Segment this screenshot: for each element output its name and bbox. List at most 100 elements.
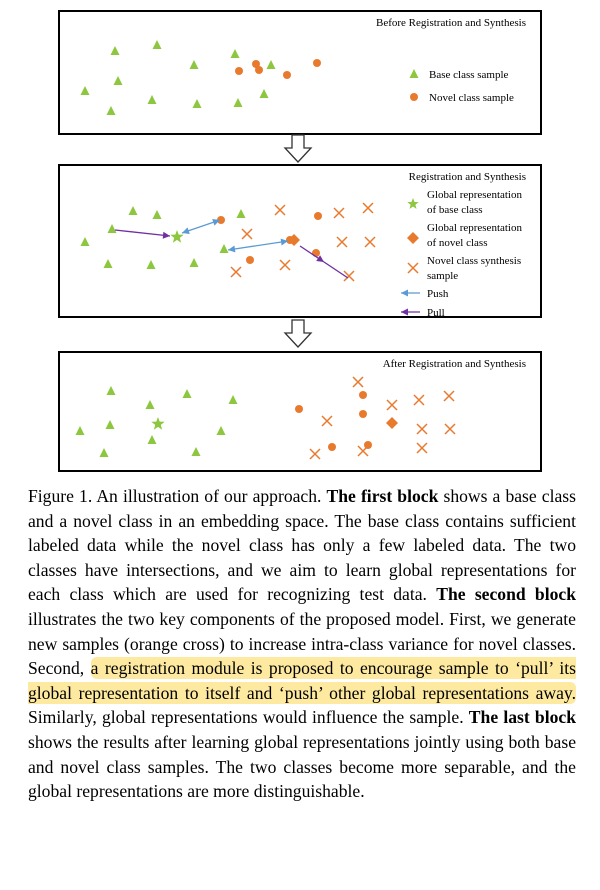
cross-icon (357, 445, 369, 457)
legend-novel-sample: Novel class sample (429, 92, 514, 104)
triangle-icon (106, 106, 116, 115)
pull-arrow-icon-head (316, 255, 324, 262)
triangle-icon (259, 89, 269, 98)
block3-title: After Registration and Synthesis (382, 358, 526, 370)
diamond-icon (407, 232, 419, 244)
dot-icon (314, 212, 322, 220)
block-after-registration: After Registration and Synthesis (58, 351, 542, 472)
triangle-icon (107, 224, 117, 233)
triangle-icon (219, 244, 229, 253)
triangle-icon (80, 237, 90, 246)
legend-base-sample: Base class sample (429, 69, 509, 81)
dot-icon (295, 405, 303, 413)
triangle-icon (105, 420, 115, 429)
dot-icon (255, 66, 263, 74)
cross-icon (364, 236, 376, 248)
triangle-icon (266, 60, 276, 69)
caption-text-5: shows the results after learning global … (28, 731, 576, 802)
dot-icon (283, 71, 291, 79)
cross-icon (416, 423, 428, 435)
caption-bold-first-block: The first block (326, 486, 439, 506)
triangle-icon (103, 259, 113, 268)
figure-caption: Figure 1. An illustration of our approac… (28, 484, 576, 804)
block1-title: Before Registration and Synthesis (375, 17, 526, 29)
triangle-icon (152, 40, 162, 49)
legend-synthesis-line1: Novel class synthesis (427, 255, 522, 267)
legend-synthesis-line2: sample (427, 270, 459, 282)
cross-icon (333, 207, 345, 219)
caption-text-2: shows a base class and a novel class in … (28, 486, 577, 605)
triangle-icon (113, 76, 123, 85)
push-arrow-icon (227, 240, 289, 251)
dot-icon (286, 236, 294, 244)
dot-icon (252, 60, 260, 68)
caption-label: Figure 1. (28, 486, 93, 506)
dot-icon (328, 443, 336, 451)
dot-icon (217, 216, 225, 224)
legend-global-novel-line2: of novel class (427, 237, 488, 249)
embedding-plot-registration (80, 198, 420, 316)
triangle-icon (152, 210, 162, 219)
dot-icon (359, 410, 367, 418)
triangle-icon (128, 206, 138, 215)
caption-bold-second-block: The second block (436, 584, 576, 605)
triangle-icon (110, 46, 120, 55)
cross-icon (386, 399, 398, 411)
triangle-icon (233, 98, 243, 107)
triangle-icon (228, 395, 238, 404)
cross-icon (230, 266, 242, 278)
push-arrow-icon-head (212, 219, 220, 226)
legend-push: Push (427, 288, 449, 300)
triangle-icon (80, 86, 90, 95)
cross-icon (279, 259, 291, 271)
triangle-icon (409, 69, 419, 78)
diamond-icon (386, 417, 398, 429)
push-arrow-icon-head (401, 289, 408, 297)
cross-icon (336, 236, 348, 248)
caption-highlight: a registration module is proposed to enc… (28, 657, 576, 704)
triangle-icon (182, 389, 192, 398)
triangle-icon (236, 209, 246, 218)
caption-text-3: illustrates the two key components of th… (28, 608, 576, 679)
legend-global-base-line2: of base class (427, 204, 483, 216)
embedding-plot-after (75, 376, 456, 460)
embedding-plot-before (80, 40, 419, 115)
cross-icon (241, 228, 253, 240)
cross-icon (274, 204, 286, 216)
block-before-registration: Before Registration and Synthesis Base c… (58, 10, 542, 135)
dot-icon (246, 256, 254, 264)
caption-text-4: Similarly, global representations would … (28, 707, 469, 728)
push-arrow-icon-head (182, 227, 190, 234)
triangle-icon (106, 386, 116, 395)
cross-icon (443, 390, 455, 402)
triangle-icon (189, 60, 199, 69)
cross-icon (321, 415, 333, 427)
pull-arrow-icon (323, 261, 349, 279)
cross-icon (416, 442, 428, 454)
dot-icon (359, 391, 367, 399)
cross-icon (309, 448, 321, 460)
pull-arrow-icon-head (162, 231, 170, 239)
push-arrow-icon-head (228, 245, 236, 253)
caption-text-1: An illustration of our approach. (92, 486, 327, 506)
star-icon (170, 230, 184, 243)
star-icon (151, 417, 165, 430)
dot-icon (235, 67, 243, 75)
triangle-icon (147, 95, 157, 104)
legend-global-base-line1: Global representation (427, 189, 522, 201)
cross-icon (343, 270, 355, 282)
block-registration-synthesis: Registration and Synthesis Global repres… (58, 164, 542, 319)
triangle-icon (189, 258, 199, 267)
down-arrow-icon (283, 134, 313, 163)
down-arrow-icon (283, 319, 313, 348)
triangle-icon (147, 435, 157, 444)
dot-icon (312, 249, 320, 257)
triangle-icon (75, 426, 85, 435)
triangle-icon (191, 447, 201, 456)
pull-arrow-icon (114, 229, 171, 237)
dot-icon (313, 59, 321, 67)
cross-icon (407, 262, 419, 274)
dot-icon (410, 93, 418, 101)
push-arrow-icon-head (280, 238, 288, 246)
triangle-icon (216, 426, 226, 435)
